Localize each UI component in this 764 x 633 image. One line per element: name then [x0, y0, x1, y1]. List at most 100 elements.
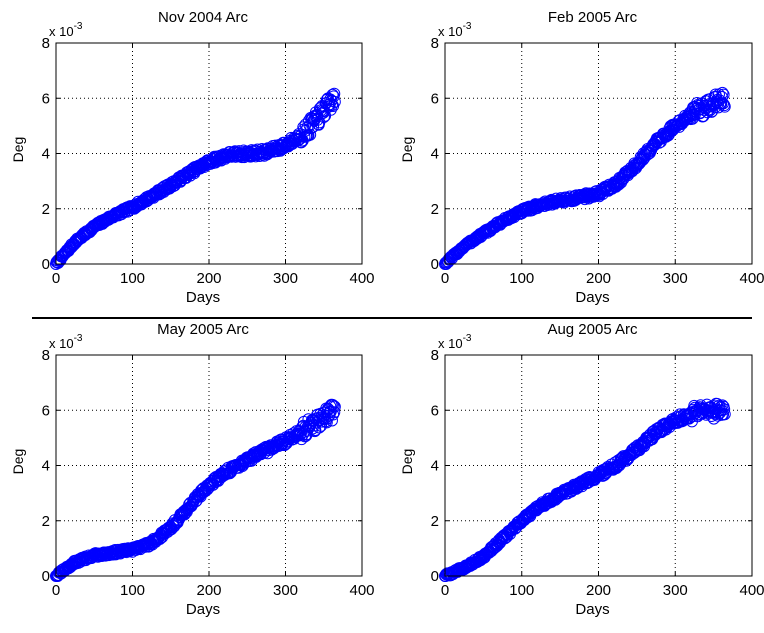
data-point: [718, 403, 731, 416]
y-tick-label: 8: [431, 347, 439, 364]
y-tick-label: 0: [431, 256, 439, 273]
data-point: [315, 419, 328, 432]
y-tick-label: 0: [42, 568, 50, 585]
y-axis-label: Deg: [399, 449, 415, 475]
data-point: [328, 87, 341, 100]
exponent-label: x 10-3: [49, 21, 83, 39]
x-tick-label: 0: [52, 270, 60, 287]
data-point: [324, 400, 337, 413]
exponent-base: x 10: [438, 336, 463, 351]
x-axis-label: Days: [575, 601, 609, 618]
y-tick-label: 4: [431, 458, 439, 475]
x-tick-label: 100: [509, 582, 534, 599]
data-point: [328, 400, 341, 413]
x-tick-label: 400: [739, 582, 764, 599]
x-tick-label: 0: [441, 582, 449, 599]
x-tick-label: 0: [52, 582, 60, 599]
x-tick-label: 300: [273, 582, 298, 599]
x-tick-label: 300: [273, 270, 298, 287]
x-tick-label: 100: [120, 270, 145, 287]
data-point: [714, 406, 727, 419]
chart-title: Nov 2004 Arc: [158, 9, 249, 26]
data-point: [718, 408, 731, 421]
chart-title: Feb 2005 Arc: [548, 9, 638, 26]
data-point: [326, 398, 339, 411]
data-point: [327, 408, 340, 421]
exponent-base: x 10: [49, 24, 74, 39]
x-tick-label: 300: [663, 270, 688, 287]
ticks: 0 100 200 300 400 0 2 4 6 8: [431, 35, 764, 287]
data-point: [317, 110, 330, 123]
y-axis-label: Deg: [399, 137, 415, 163]
x-tick-label: 200: [586, 270, 611, 287]
data-point: [700, 408, 713, 421]
y-tick-label: 4: [431, 146, 439, 163]
x-axis-label: Days: [186, 601, 220, 618]
x-axis-label: Days: [575, 289, 609, 306]
points: [50, 87, 341, 270]
exponent-label: x 10-3: [438, 333, 472, 351]
y-tick-label: 6: [431, 402, 439, 419]
points: [50, 398, 341, 582]
y-tick-label: 4: [42, 146, 50, 163]
x-tick-label: 0: [441, 270, 449, 287]
chart-title: Aug 2005 Arc: [547, 321, 638, 338]
y-tick-label: 4: [42, 458, 50, 475]
grid: [56, 43, 362, 264]
exponent-power: -3: [74, 21, 83, 32]
x-tick-label: 200: [586, 582, 611, 599]
y-tick-label: 6: [42, 402, 50, 419]
exponent-power: -3: [74, 333, 83, 344]
exponent-power: -3: [463, 333, 472, 344]
exponent-label: x 10-3: [49, 333, 83, 351]
data-point: [324, 103, 337, 116]
y-tick-label: 2: [42, 513, 50, 530]
x-tick-label: 200: [196, 270, 221, 287]
x-tick-label: 100: [120, 582, 145, 599]
y-tick-label: 0: [431, 568, 439, 585]
x-tick-label: 100: [509, 270, 534, 287]
data-point: [325, 414, 338, 427]
x-tick-label: 200: [196, 582, 221, 599]
exponent-base: x 10: [438, 24, 463, 39]
subplot-1: 0 100 200 300 400 0 2 4 6 8 Nov 2004 Arc x 10-3 D…: [10, 9, 375, 306]
subplot-4: 0 100 200 300 400 0 2 4 6 8 Aug 2005 Arc x 10-3 D…: [399, 321, 764, 618]
x-tick-label: 400: [349, 270, 374, 287]
y-tick-label: 2: [42, 201, 50, 218]
y-tick-label: 8: [42, 347, 50, 364]
ticks: 0 100 200 300 400 0 2 4 6 8: [42, 35, 375, 287]
data-point: [328, 406, 341, 419]
chart-title: May 2005 Arc: [157, 321, 249, 338]
exponent-base: x 10: [49, 336, 74, 351]
x-axis-label: Days: [186, 289, 220, 306]
x-tick-label: 300: [663, 582, 688, 599]
grid: [56, 355, 362, 576]
data-point: [327, 399, 340, 412]
y-tick-label: 6: [42, 90, 50, 107]
exponent-power: -3: [463, 21, 472, 32]
y-axis-label: Deg: [10, 137, 26, 163]
y-tick-label: 2: [431, 201, 439, 218]
data-point: [325, 99, 338, 112]
x-tick-label: 400: [739, 270, 764, 287]
y-tick-label: 8: [42, 35, 50, 52]
points: [439, 397, 731, 582]
subplot-3: 0 100 200 300 400 0 2 4 6 8 May 2005 Arc x 10-3 D…: [10, 321, 375, 618]
data-point: [717, 97, 730, 110]
grid: [445, 43, 752, 264]
y-axis-label: Deg: [10, 449, 26, 475]
points: [439, 86, 731, 270]
y-tick-label: 2: [431, 513, 439, 530]
data-point: [304, 128, 317, 141]
data-point: [718, 100, 731, 113]
y-tick-label: 8: [431, 35, 439, 52]
x-tick-label: 400: [349, 582, 374, 599]
subplot-2: 0 100 200 300 400 0 2 4 6 8 Feb 2005 Arc x 10-3 D…: [399, 9, 764, 306]
exponent-label: x 10-3: [438, 21, 472, 39]
y-tick-label: 0: [42, 256, 50, 273]
ticks: 0 100 200 300 400 0 2 4 6 8: [431, 347, 764, 599]
data-point: [328, 95, 341, 108]
ticks: 0 100 200 300 400 0 2 4 6 8: [42, 347, 375, 599]
data-point: [705, 105, 718, 118]
